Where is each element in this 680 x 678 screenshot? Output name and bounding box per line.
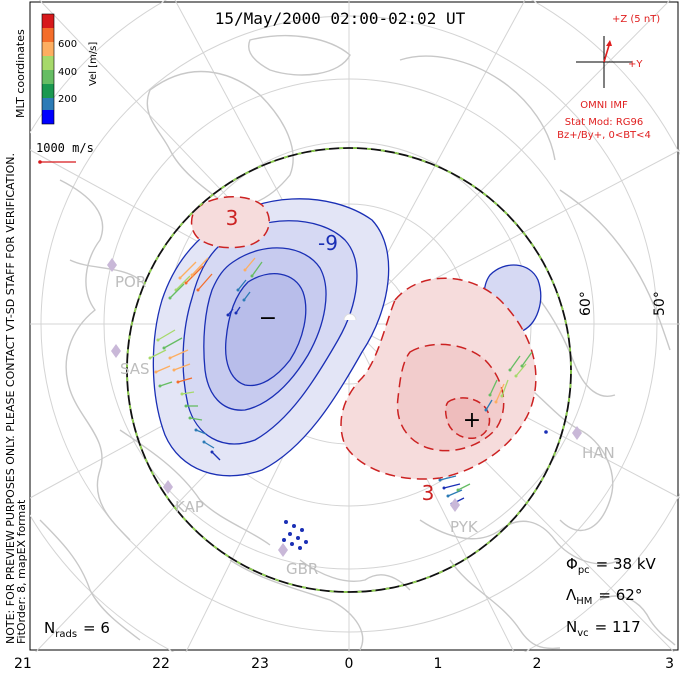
imf-condition: Bz+/By+, 0<BT<4: [557, 130, 651, 141]
velocity-colorbar: 600 400 200 Vel [m/s]: [41, 13, 99, 125]
svg-text:POR: POR: [115, 273, 146, 291]
contour-label-negative: -9: [318, 231, 338, 255]
colorbar-tick-600: 600: [58, 39, 77, 50]
vector-cluster-gbr: [282, 520, 308, 550]
svg-text:SAS: SAS: [120, 360, 150, 378]
radar-stations: POR SAS KAP GBR PYK HAN: [107, 258, 615, 578]
stat-vector-count: Nvc = 117: [566, 618, 641, 639]
station-gbr: GBR: [278, 543, 318, 578]
heppner-maynard-boundary-highlight: [126, 147, 572, 593]
imf-clock: +Z (5 nT) +Y OMNI IMF Stat Mod: RG96 Bz+…: [557, 14, 660, 141]
negative-potential-cell: − -9: [152, 198, 390, 477]
coastlines: [39, 34, 676, 651]
mlt-tick-22: 22: [152, 656, 170, 672]
imf-y-label: +Y: [628, 59, 643, 70]
potential-maximum-marker: +: [463, 408, 481, 433]
fit-order-note: FitOrder: 8, mapEX format: [15, 499, 28, 644]
mlt-tick-3: 3: [665, 656, 674, 672]
latitude-label-50: 50°: [652, 291, 668, 316]
positive-potential-cell: + 3: [340, 277, 537, 505]
svg-text:GBR: GBR: [286, 560, 318, 578]
station-pyk: PYK: [450, 498, 479, 536]
mlt-axis: 21 22 23 0 1 2 3: [14, 656, 674, 672]
stat-nrads: Nrads = 6: [44, 619, 110, 640]
stat-hm-latitude: ΛHM = 62°: [566, 586, 642, 607]
mlt-tick-23: 23: [251, 656, 269, 672]
imf-z-label: +Z (5 nT): [612, 14, 660, 25]
potential-minimum-marker: −: [259, 306, 277, 331]
svg-text:HAN: HAN: [582, 444, 615, 462]
coordinate-system-label: MLT coordinates: [14, 29, 27, 118]
latitude-label-60: 60°: [578, 291, 594, 316]
contour-label-positive-a: 3: [226, 206, 239, 230]
mlt-tick-2: 2: [533, 656, 542, 672]
svg-text:PYK: PYK: [450, 518, 479, 536]
vector-point: [544, 430, 548, 434]
velocity-vectors: [148, 257, 548, 550]
mlt-tick-1: 1: [434, 656, 443, 672]
station-sas: SAS: [111, 344, 150, 378]
plot-frame: [29, 1, 679, 651]
vector-cluster-dawn: [484, 351, 533, 412]
colorbar-tick-200: 200: [58, 94, 77, 105]
colorbar-tick-400: 400: [58, 67, 77, 78]
pole-marker: [343, 313, 357, 321]
station-han: HAN: [572, 426, 615, 462]
mlt-tick-0: 0: [345, 656, 354, 672]
vector-cluster-sas: [148, 329, 221, 461]
station-kap: KAP: [163, 480, 204, 516]
imf-source: OMNI IMF: [580, 100, 628, 111]
preview-note: NOTE: FOR PREVIEW PURPOSES ONLY. PLEASE …: [4, 153, 17, 644]
positive-potential-small-cell: 3: [190, 196, 270, 249]
stat-cross-polar-potential: Φpc = 38 kV: [566, 555, 657, 576]
scale-vector: 1000 m/s: [36, 141, 94, 164]
fit-statistics: Nrads = 6 Φpc = 38 kV ΛHM = 62° Nvc = 117: [44, 555, 657, 640]
mlt-tick-21: 21: [14, 656, 32, 672]
svg-text:KAP: KAP: [175, 498, 204, 516]
map-title: 15/May/2000 02:00-02:02 UT: [215, 9, 466, 28]
scale-vector-label: 1000 m/s: [36, 141, 94, 155]
contour-label-positive-b: 3: [422, 481, 435, 505]
colorbar-label: Vel [m/s]: [88, 42, 99, 86]
stat-model: Stat Mod: RG96: [565, 117, 644, 128]
vector-cluster-por: [168, 257, 263, 317]
station-por: POR: [107, 258, 146, 291]
